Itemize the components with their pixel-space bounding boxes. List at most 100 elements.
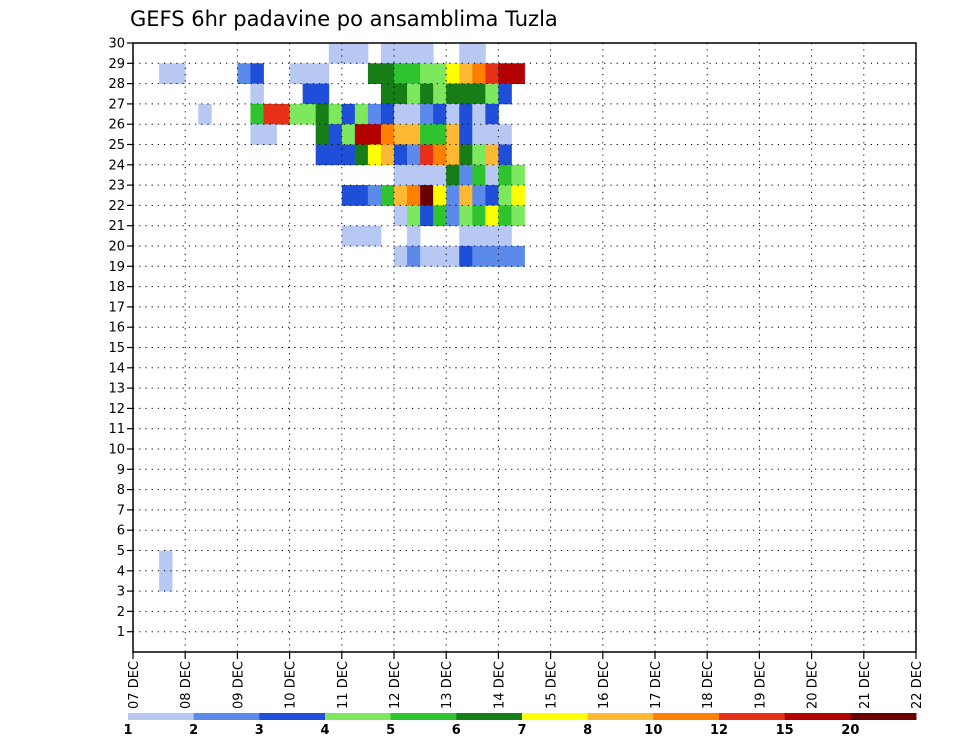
y-tick-label: 4 (117, 564, 125, 579)
heatmap-cell (459, 103, 473, 125)
heatmap-cell (394, 185, 408, 206)
heatmap-cell (367, 144, 382, 166)
x-tick-label: 21 DEC (858, 661, 873, 709)
heatmap-cell (380, 43, 395, 64)
heatmap-cell (498, 205, 512, 227)
heatmap-cell (394, 43, 408, 64)
heatmap-cell (433, 246, 447, 267)
heatmap-cell (446, 124, 460, 145)
colorbar-swatch (719, 713, 786, 720)
colorbar-label: 6 (452, 723, 461, 738)
heatmap-cell (472, 83, 486, 105)
x-tick-label: 09 DEC (231, 661, 246, 709)
heatmap-cell (341, 144, 356, 166)
heatmap-cell (394, 205, 408, 227)
heatmap-cell (159, 570, 173, 592)
heatmap-cell (485, 225, 499, 247)
heatmap-cell (485, 246, 499, 267)
y-tick-label: 13 (108, 382, 125, 397)
heatmap-cell (159, 550, 173, 572)
heatmap-cell (263, 103, 277, 125)
heatmap-cell (394, 144, 408, 166)
heatmap-cell (380, 63, 395, 84)
heatmap-cell (433, 103, 447, 125)
heatmap-cell (511, 205, 525, 227)
heatmap-cell (341, 225, 356, 247)
y-tick-label: 3 (117, 585, 125, 600)
heatmap-cell (250, 103, 264, 125)
x-axis: 07 DEC 08 DEC 09 DEC 10 DEC 11 DEC 12 DEC 13 D… (127, 652, 925, 709)
colorbar-label: 12 (710, 723, 728, 738)
heatmap-cell (459, 144, 473, 166)
x-tick-label: 11 DEC (336, 661, 351, 709)
heatmap-cell (420, 144, 434, 166)
heatmap-cell (341, 185, 356, 206)
heatmap-cell (380, 185, 395, 206)
heatmap-cell (407, 246, 421, 267)
heatmap-cell (407, 164, 421, 186)
heatmap-cell (302, 63, 317, 84)
heatmap-cell (472, 246, 486, 267)
colorbar-swatch (850, 713, 917, 720)
y-tick-label: 21 (108, 219, 125, 234)
colorbar-swatch (522, 713, 589, 720)
x-tick-label: 08 DEC (179, 661, 194, 709)
y-tick-label: 15 (108, 341, 125, 356)
colorbar-label: 2 (189, 723, 198, 738)
heatmap-cell (407, 124, 421, 145)
heatmap-cell (459, 225, 473, 247)
heatmap-cell (380, 144, 395, 166)
heatmap-cell (367, 124, 382, 145)
y-tick-label: 22 (108, 199, 125, 214)
heatmap-cell (446, 246, 460, 267)
y-tick-label: 5 (117, 544, 125, 559)
x-tick-label: 07 DEC (127, 661, 142, 709)
heatmap-cell (472, 63, 486, 84)
heatmap-cell (407, 205, 421, 227)
heatmap-cell (315, 103, 330, 125)
grid-lines (133, 43, 916, 652)
heatmap-cell (407, 225, 421, 247)
colorbar-swatch (587, 713, 654, 720)
heatmap-cell (302, 103, 317, 125)
y-tick-label: 18 (108, 280, 125, 295)
y-tick-label: 30 (108, 37, 125, 52)
heatmap-cell (367, 185, 382, 206)
colorbar-swatch (128, 713, 195, 720)
y-tick-label: 6 (117, 524, 125, 539)
x-tick-label: 12 DEC (388, 661, 403, 709)
heatmap-cell (472, 124, 486, 145)
heatmap-cell (485, 103, 499, 125)
heatmap-cell (420, 63, 434, 84)
heatmap-cell (315, 144, 330, 166)
x-tick-label: 20 DEC (806, 661, 821, 709)
x-tick-label: 17 DEC (649, 661, 664, 709)
y-tick-label: 23 (108, 179, 125, 194)
heatmap-cell (341, 43, 356, 64)
heatmap-cell (354, 185, 369, 206)
x-tick-label: 10 DEC (284, 661, 299, 709)
heatmap-cell (459, 83, 473, 105)
heatmap-cell (485, 164, 499, 186)
heatmap-cell (511, 246, 525, 267)
heatmap-cell (420, 205, 434, 227)
heatmap-cell (459, 185, 473, 206)
heatmap-cell (420, 83, 434, 105)
heatmap-cell (433, 205, 447, 227)
heatmap-cell (433, 164, 447, 186)
heatmap-cell (498, 185, 512, 206)
heatmap-cell (407, 144, 421, 166)
heatmap-cell (433, 185, 447, 206)
heatmap-cell (459, 43, 473, 64)
heatmap-cell (472, 185, 486, 206)
heatmap-cell (394, 246, 408, 267)
heatmap-cell (328, 103, 343, 125)
heatmap-cell (420, 246, 434, 267)
y-tick-label: 14 (108, 361, 125, 376)
heatmap-cell (367, 225, 382, 247)
heatmap-cell (289, 103, 304, 125)
heatmap-cell (420, 185, 434, 206)
heatmap-cell (315, 124, 330, 145)
heatmap-cell (485, 185, 499, 206)
y-tick-label: 11 (108, 422, 125, 437)
